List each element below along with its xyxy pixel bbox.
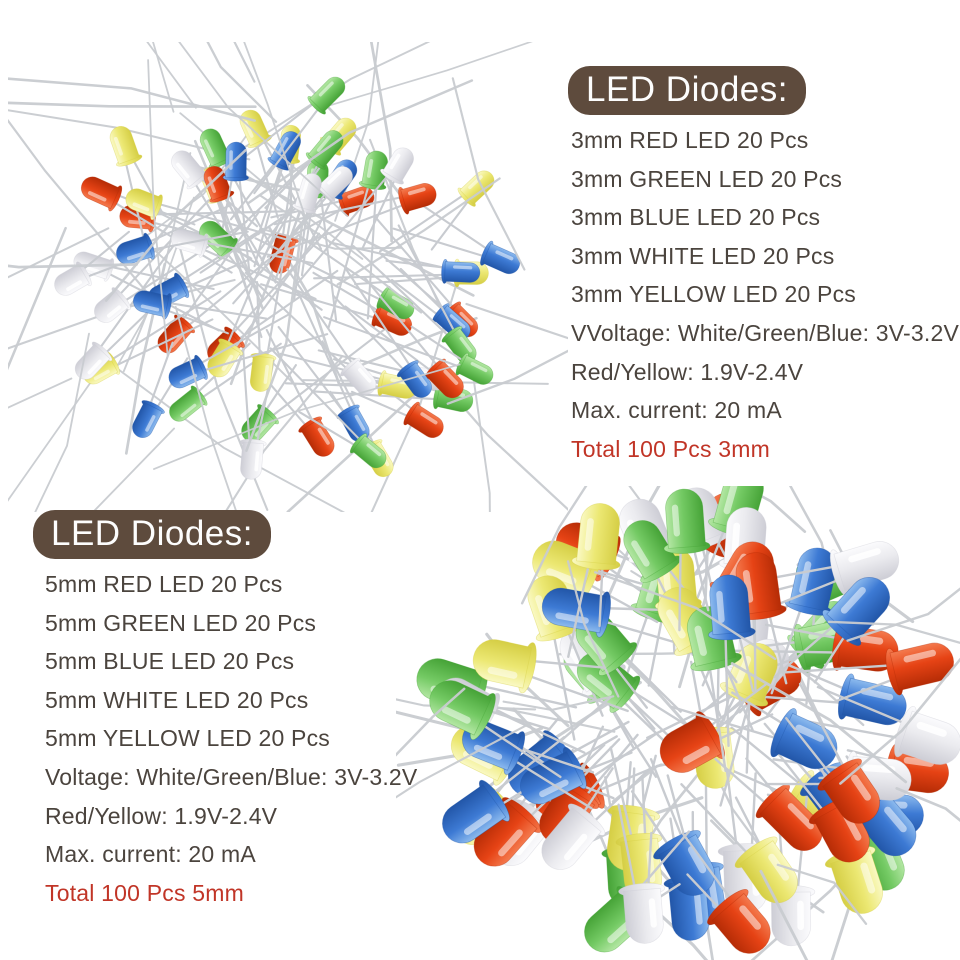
spec-header-3mm-label: LED Diodes:: [586, 70, 788, 109]
spec-line: 5mm BLUE LED 20 Pcs: [45, 648, 295, 675]
led-pile-5mm-photo: [396, 486, 960, 960]
spec-header-3mm: LED Diodes:: [568, 66, 806, 115]
spec-line: 5mm RED LED 20 Pcs: [45, 571, 283, 597]
spec-panel-5mm: LED Diodes: 5mm RED LED 20 Pcs 5mm GREEN…: [30, 510, 417, 912]
spec-line: 5mm WHITE LED 20 Pcs: [45, 686, 309, 713]
spec-line: 3mm BLUE LED 20 Pcs: [571, 204, 821, 231]
spec-line: 5mm YELLOW LED 20 Pcs: [45, 725, 330, 752]
spec-line: Red/Yellow: 1.9V-2.4V: [571, 358, 804, 385]
spec-line: VVoltage: White/Green/Blue: 3V-3.2V: [571, 319, 960, 346]
spec-line: Voltage: White/Green/Blue: 3V-3.2V: [45, 763, 418, 790]
total-line-3mm: Total 100 Pcs 3mm: [571, 435, 770, 462]
spec-panel-3mm: LED Diodes: 3mm RED LED 20 Pcs 3mm GREEN…: [568, 66, 959, 468]
spec-line: Max. current: 20 mA: [45, 841, 256, 868]
spec-header-5mm-label: LED Diodes:: [51, 514, 253, 553]
spec-line: Red/Yellow: 1.9V-2.4V: [45, 802, 278, 829]
led-pile-3mm-photo: [8, 42, 568, 512]
spec-line: 3mm GREEN LED 20 Pcs: [571, 165, 843, 192]
spec-line: 3mm WHITE LED 20 Pcs: [571, 242, 835, 269]
spec-line: 3mm YELLOW LED 20 Pcs: [571, 281, 856, 308]
spec-header-5mm: LED Diodes:: [33, 510, 271, 559]
total-line-5mm: Total 100 Pcs 5mm: [45, 879, 244, 906]
spec-line: 3mm RED LED 20 Pcs: [571, 127, 809, 153]
spec-line: 5mm GREEN LED 20 Pcs: [45, 609, 317, 636]
spec-line: Max. current: 20 mA: [571, 397, 782, 424]
